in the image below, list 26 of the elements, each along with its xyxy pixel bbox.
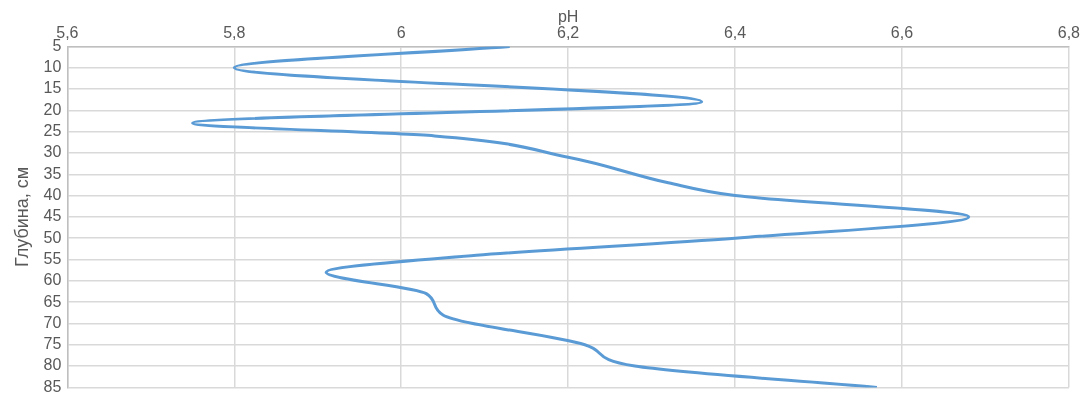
y-tick-label: 40: [43, 185, 62, 203]
x-tick-label: 6: [396, 24, 406, 42]
x-tick-label: 6,2: [557, 24, 580, 42]
x-tick-label: 6,6: [890, 24, 914, 42]
y-tick-label: 35: [43, 164, 62, 182]
y-tick-label: 60: [43, 271, 62, 289]
x-tick-label: 6,8: [1057, 24, 1081, 42]
x-tick-label: 5,6: [56, 24, 79, 42]
y-axis-title: Глубина, см: [11, 166, 32, 267]
line-series: [191, 46, 971, 388]
y-tick-label: 55: [43, 249, 62, 267]
y-tick-label: 30: [43, 143, 62, 161]
y-tick-label: 25: [43, 122, 62, 140]
x-tick-label: 5,8: [223, 24, 246, 42]
x-tick-label: 6,4: [723, 24, 747, 42]
y-tick-label: 80: [43, 356, 62, 374]
y-tick-label: 85: [43, 377, 62, 395]
y-tick-label: 75: [43, 335, 62, 353]
y-tick-label: 45: [43, 207, 62, 225]
y-tick-label: 50: [43, 228, 62, 246]
x-axis-title: pH: [557, 8, 579, 26]
y-tick-label: 20: [43, 100, 62, 118]
y-tick-label: 65: [43, 292, 62, 310]
y-tick-label: 70: [43, 313, 62, 331]
y-tick-label: 15: [43, 79, 62, 97]
y-tick-label: 10: [43, 58, 62, 76]
